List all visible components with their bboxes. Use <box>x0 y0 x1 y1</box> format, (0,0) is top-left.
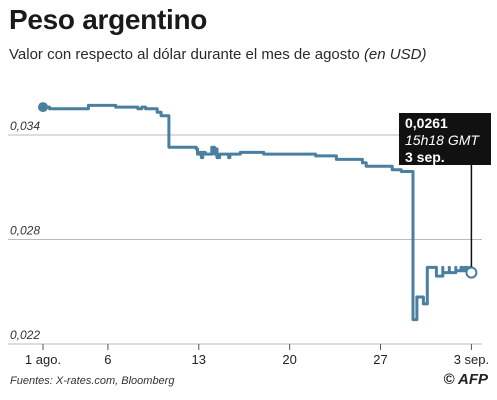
callout-time: 15h18 GMT <box>405 132 479 148</box>
chart-title: Peso argentino <box>9 4 208 35</box>
x-tick-label: 20 <box>282 352 296 367</box>
y-axis-labels: 0,022 0,028 0,034 <box>10 119 40 342</box>
y-tick-label: 0,022 <box>10 328 40 342</box>
callout-date: 3 sep. <box>405 149 445 165</box>
start-point-marker <box>38 102 48 113</box>
x-axis-labels: 1 ago. 6 13 20 27 3 sep. <box>25 352 489 367</box>
end-point-marker <box>465 266 478 279</box>
series-line <box>41 103 473 322</box>
series-group <box>41 103 473 322</box>
unit-label: (en USD) <box>363 46 427 63</box>
callout-value: 0,0261 <box>405 115 448 131</box>
x-tick-label: 6 <box>104 352 111 367</box>
source-note: Fuentes: X-rates.com, Bloomberg <box>10 375 175 387</box>
x-tick-label: 3 sep. <box>454 352 489 367</box>
grid-lines <box>8 134 482 345</box>
chart-subtitle: Valor con respecto al dólar durante el m… <box>9 46 426 63</box>
x-tick-label: 13 <box>192 352 206 367</box>
x-axis-ticks <box>42 344 472 350</box>
y-tick-label: 0,034 <box>10 119 40 133</box>
subtitle-text: Valor con respecto al dólar durante el m… <box>9 46 360 63</box>
x-tick-label: 1 ago. <box>25 352 61 367</box>
markers-group <box>38 102 478 279</box>
afp-credit: © AFP <box>443 371 488 388</box>
x-tick-label: 27 <box>373 352 387 367</box>
y-tick-label: 0,028 <box>10 223 40 237</box>
last-value-callout: 0,0261 15h18 GMT 3 sep. <box>399 113 491 165</box>
